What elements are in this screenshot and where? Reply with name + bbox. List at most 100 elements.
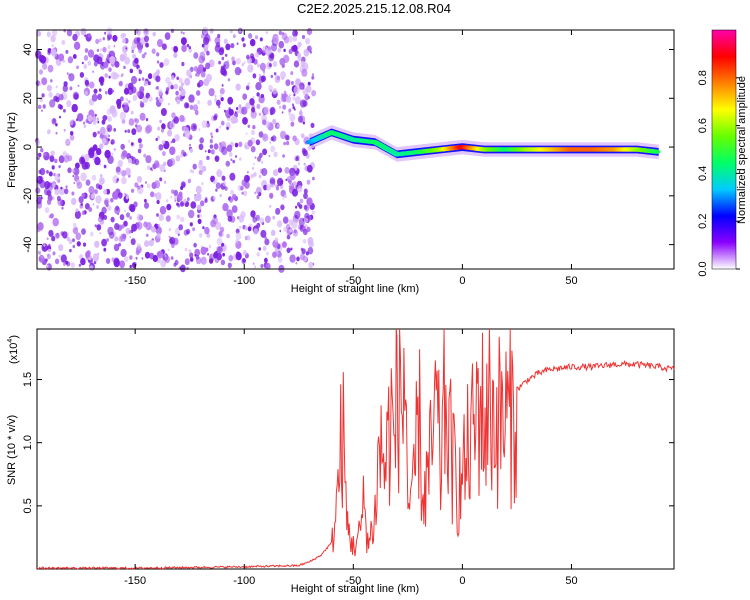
spectrogram-noise-speckle xyxy=(73,167,80,176)
spectrogram-noise-speckle xyxy=(180,264,186,273)
spectrogram-noise-speckle xyxy=(92,253,99,262)
spectrogram-y-tick-label: 20 xyxy=(22,92,34,104)
spectrogram-noise-speckle xyxy=(218,231,223,237)
spectrogram-noise-speckle xyxy=(198,143,204,150)
spectrogram-noise-speckle xyxy=(136,37,141,43)
spectrogram-noise-speckle xyxy=(259,37,263,42)
spectrogram-noise-speckle xyxy=(270,136,274,141)
spectrogram-noise-speckle xyxy=(229,172,236,181)
spectrogram-noise-speckle xyxy=(191,170,195,174)
colorbar-tick-label: 0.2 xyxy=(697,214,709,229)
spectrogram-noise-speckle xyxy=(273,72,277,76)
spectrogram-noise-speckle xyxy=(206,50,210,56)
spectrogram-noise-speckle xyxy=(188,47,193,53)
spectrogram-noise-speckle xyxy=(258,73,261,77)
colorbar-label: Normalized spectral amplitude xyxy=(736,76,748,224)
spectrogram-noise-speckle xyxy=(186,231,190,235)
spectrogram-noise-speckle xyxy=(260,229,267,238)
spectrogram-noise-speckle xyxy=(190,201,197,209)
spectrogram-noise-speckle xyxy=(201,120,208,129)
spectrogram-noise-speckle xyxy=(97,93,102,101)
spectrogram-noise-speckle xyxy=(146,165,151,171)
spectrogram-noise-speckle xyxy=(210,132,213,136)
spectrogram-noise-speckle xyxy=(173,52,178,59)
spectrogram-noise-speckle xyxy=(138,78,141,82)
spectrogram-noise-speckle xyxy=(129,255,133,260)
snr-x-tick-label: -50 xyxy=(345,575,361,587)
spectrogram-noise-speckle xyxy=(67,56,74,64)
spectrogram-noise-speckle xyxy=(46,31,51,38)
spectrogram-noise-speckle xyxy=(66,232,69,236)
spectrogram-noise-speckle xyxy=(303,48,310,57)
spectrogram-noise-speckle xyxy=(302,121,305,125)
spectrogram-noise-speckle xyxy=(220,65,225,71)
spectrogram-noise-speckle xyxy=(181,61,185,67)
spectrogram-noise-speckle xyxy=(232,193,237,200)
spectrogram-noise-speckle xyxy=(218,47,225,56)
spectrogram-noise-speckle xyxy=(50,79,53,83)
spectrogram-noise-speckle xyxy=(103,188,108,195)
spectrogram-noise-speckle xyxy=(78,196,84,204)
spectrogram-noise-speckle xyxy=(170,123,174,127)
spectrogram-noise-speckle xyxy=(61,206,64,210)
spectrogram-noise-speckle xyxy=(166,203,172,211)
spectrogram-noise-speckle xyxy=(87,114,93,122)
spectrogram-noise-speckle xyxy=(170,140,173,144)
spectrogram-noise-speckle xyxy=(73,93,79,100)
spectrogram-noise-speckle xyxy=(209,28,214,34)
spectrogram-noise-speckle xyxy=(141,257,144,260)
spectrogram-noise-speckle xyxy=(144,202,149,209)
spectrogram-noise-speckle xyxy=(171,189,175,194)
spectrogram-noise-speckle xyxy=(294,96,301,105)
spectrogram-noise-speckle xyxy=(227,78,231,82)
spectrogram-noise-speckle xyxy=(253,162,256,166)
spectrogram-noise-speckle xyxy=(63,262,66,266)
spectrogram-noise-speckle xyxy=(144,80,149,87)
spectrogram-noise-speckle xyxy=(88,207,93,212)
spectrogram-noise-speckle xyxy=(231,56,235,62)
spectrogram-noise-speckle xyxy=(150,167,153,171)
spectrogram-noise-speckle xyxy=(242,117,248,125)
spectrogram-noise-speckle xyxy=(188,209,195,219)
spectrogram-noise-speckle xyxy=(90,193,95,199)
spectrogram-y-tick-label: -40 xyxy=(22,237,34,253)
spectrogram-noise-speckle xyxy=(38,152,42,158)
spectrogram-noise-speckle xyxy=(165,199,169,203)
spectrogram-noise-speckle xyxy=(107,45,111,50)
spectrogram-noise-speckle xyxy=(276,123,280,128)
spectrogram-noise-speckle xyxy=(306,27,313,36)
spectrogram-noise-speckle xyxy=(255,51,260,58)
spectrogram-noise-speckle xyxy=(135,256,138,260)
spectrogram-noise-speckle xyxy=(286,247,291,254)
spectrogram-noise-speckle xyxy=(215,182,221,189)
spectrogram-noise-speckle xyxy=(128,229,132,234)
spectrogram-noise-speckle xyxy=(77,84,80,88)
spectrogram-noise-speckle xyxy=(121,176,127,185)
spectrogram-noise-speckle xyxy=(299,85,303,90)
spectrogram-noise-speckle xyxy=(106,130,109,133)
spectrogram-noise-speckle xyxy=(95,183,100,189)
spectrogram-noise-speckle xyxy=(175,227,181,235)
spectrogram-noise-speckle xyxy=(46,237,49,240)
spectrogram-noise-speckle xyxy=(109,56,116,64)
spectrogram-noise-speckle xyxy=(258,247,262,251)
spectrogram-noise-speckle xyxy=(288,108,292,113)
spectrogram-noise-speckle xyxy=(52,29,58,37)
spectrogram-noise-speckle xyxy=(112,191,119,200)
spectrogram-noise-speckle xyxy=(232,159,236,164)
spectrogram-noise-speckle xyxy=(96,117,100,121)
spectrogram-noise-speckle xyxy=(120,248,127,258)
spectrogram-noise-speckle xyxy=(292,44,298,53)
spectrogram-noise-speckle xyxy=(52,196,55,200)
spectrogram-noise-speckle xyxy=(241,37,245,42)
spectrogram-noise-speckle xyxy=(173,45,179,53)
spectrogram-noise-speckle xyxy=(145,118,149,122)
spectrogram-noise-speckle xyxy=(76,118,79,122)
spectrogram-noise-speckle xyxy=(101,119,106,125)
spectrogram-noise-speckle xyxy=(207,99,213,106)
spectrogram-noise-speckle xyxy=(275,186,279,191)
spectrogram-noise-speckle xyxy=(159,119,162,124)
spectrogram-noise-speckle xyxy=(206,233,211,238)
spectrogram-noise-speckle xyxy=(297,52,302,59)
spectrogram-noise-speckle xyxy=(47,129,51,135)
